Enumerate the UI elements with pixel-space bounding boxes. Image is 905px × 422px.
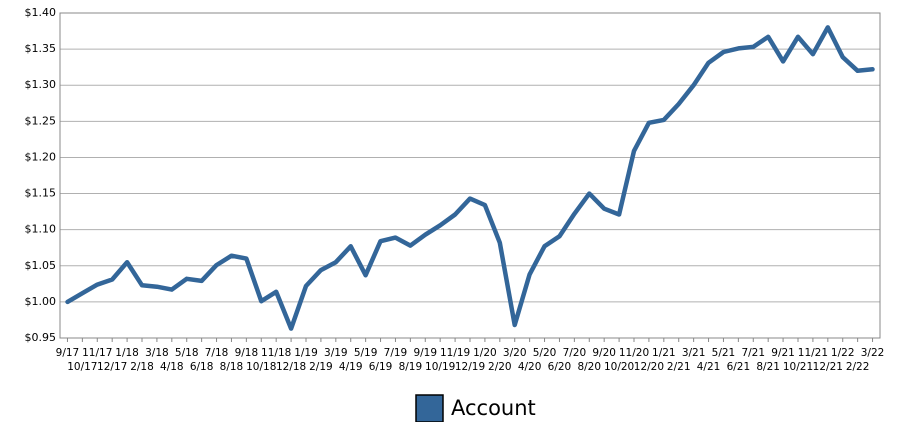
y-tick-label: $1.20 <box>25 150 57 163</box>
x-tick-label: 7/19 <box>384 347 408 359</box>
x-tick-label: 12/17 <box>97 361 127 373</box>
x-tick-label: 2/22 <box>846 361 870 373</box>
x-tick-label: 7/18 <box>205 347 229 359</box>
x-tick-label: 2/20 <box>488 361 512 373</box>
y-tick-label: $1.15 <box>25 187 57 200</box>
x-tick-label: 12/18 <box>276 361 306 373</box>
y-tick-label: $1.40 <box>25 6 57 19</box>
x-tick-label: 9/18 <box>235 347 259 359</box>
x-tick-label: 12/20 <box>634 361 664 373</box>
x-tick-label: 1/22 <box>831 347 855 359</box>
x-tick-label: 6/19 <box>369 361 393 373</box>
x-tick-label: 4/19 <box>339 361 363 373</box>
x-tick-label: 6/20 <box>548 361 572 373</box>
x-tick-label: 5/21 <box>712 347 736 359</box>
x-tick-label: 9/17 <box>56 347 80 359</box>
x-tick-label: 7/21 <box>741 347 765 359</box>
legend-label: Account <box>451 396 536 420</box>
y-tick-label: $1.10 <box>25 223 57 236</box>
x-tick-label: 1/20 <box>473 347 497 359</box>
x-tick-label: 3/22 <box>861 347 885 359</box>
x-tick-label: 10/18 <box>246 361 276 373</box>
x-tick-label: 2/21 <box>667 361 691 373</box>
y-tick-label: $1.30 <box>25 78 57 91</box>
x-tick-label: 8/18 <box>220 361 244 373</box>
x-tick-label: 11/21 <box>798 347 828 359</box>
x-tick-label: 8/21 <box>756 361 780 373</box>
x-tick-label: 6/18 <box>190 361 214 373</box>
x-tick-label: 8/20 <box>577 361 601 373</box>
y-tick-label: $1.35 <box>25 42 57 55</box>
x-tick-label: 3/18 <box>145 347 169 359</box>
x-tick-label: 11/20 <box>619 347 649 359</box>
x-tick-label: 4/21 <box>697 361 721 373</box>
x-tick-label: 3/20 <box>503 347 527 359</box>
x-tick-label: 9/19 <box>413 347 437 359</box>
x-tick-label: 11/17 <box>82 347 112 359</box>
x-tick-label: 12/19 <box>455 361 485 373</box>
x-tick-label: 6/21 <box>727 361 751 373</box>
x-tick-label: 2/19 <box>309 361 333 373</box>
x-tick-label: 9/20 <box>592 347 616 359</box>
y-tick-label: $1.00 <box>25 295 57 308</box>
x-tick-label: 4/18 <box>160 361 184 373</box>
x-tick-label: 5/18 <box>175 347 199 359</box>
x-tick-label: 10/21 <box>783 361 813 373</box>
plot-frame <box>59 12 881 339</box>
x-tick-label: 10/20 <box>604 361 634 373</box>
x-tick-label: 2/18 <box>130 361 154 373</box>
x-tick-label: 1/21 <box>652 347 676 359</box>
x-tick-label: 9/21 <box>771 347 795 359</box>
x-tick-label: 7/20 <box>563 347 587 359</box>
x-tick-label: 1/18 <box>115 347 139 359</box>
x-tick-label: 12/21 <box>813 361 843 373</box>
y-tick-label: $1.25 <box>25 114 57 127</box>
x-tick-label: 4/20 <box>518 361 542 373</box>
x-tick-label: 3/19 <box>324 347 348 359</box>
y-tick-label: $1.05 <box>25 259 57 272</box>
x-tick-label: 10/17 <box>67 361 97 373</box>
x-tick-label: 10/19 <box>425 361 455 373</box>
x-tick-label: 5/19 <box>354 347 378 359</box>
x-tick-label: 8/19 <box>399 361 423 373</box>
x-tick-label: 11/19 <box>440 347 470 359</box>
series-line <box>65 25 875 331</box>
x-tick-label: 5/20 <box>533 347 557 359</box>
x-tick-label: 1/19 <box>294 347 318 359</box>
x-tick-label: 11/18 <box>261 347 291 359</box>
legend-swatch <box>415 394 444 422</box>
x-tick-label: 3/21 <box>682 347 706 359</box>
y-tick-label: $0.95 <box>25 331 57 344</box>
